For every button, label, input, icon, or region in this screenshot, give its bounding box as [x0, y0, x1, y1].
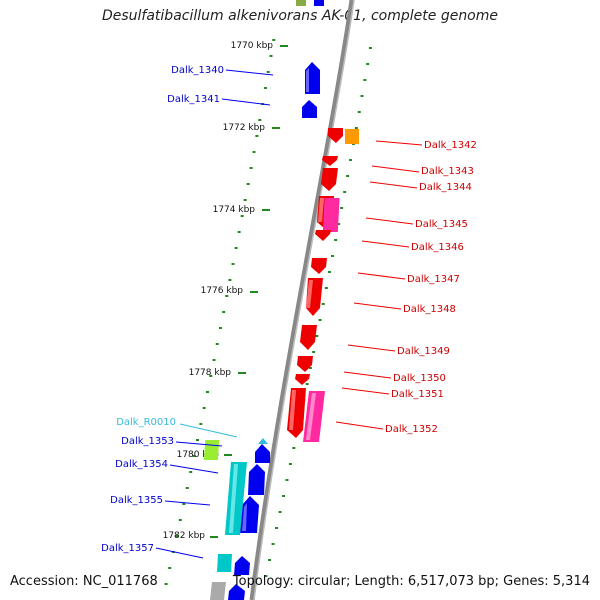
gene-label-dalk-1341[interactable]: Dalk_1341	[167, 94, 220, 105]
gene-dalk-1353[interactable]	[255, 444, 270, 463]
gene-pink-1345[interactable]	[322, 198, 340, 232]
leader-dalk-1344	[369, 181, 418, 189]
accession-text: Accession: NC_011768	[10, 574, 158, 589]
leader-dalk-1352	[335, 421, 384, 430]
gene-label-dalk-1347[interactable]: Dalk_1347	[407, 274, 460, 285]
gene-label-dalk-1348[interactable]: Dalk_1348	[403, 304, 456, 315]
gene-dalk-1357[interactable]	[234, 556, 250, 575]
gene-dalk-1355-shade	[242, 503, 247, 531]
backbone-highlight	[253, 0, 355, 600]
gene-dalk-1354[interactable]	[248, 464, 265, 495]
kbp-tick-labels: 1770 kbp 1772 kbp 1774 kbp 1776 kbp 1778…	[163, 41, 274, 541]
gene-teal-short[interactable]	[217, 554, 232, 572]
gene-label-dalk-r0010[interactable]: Dalk_R0010	[116, 417, 176, 428]
forward-strand-genes	[203, 0, 324, 600]
gene-cutoff-blue-bottom[interactable]	[228, 584, 245, 600]
leader-dalk-1347	[357, 272, 406, 280]
gene-label-dalk-1349[interactable]: Dalk_1349	[397, 346, 450, 357]
gene-label-dalk-1357[interactable]: Dalk_1357	[101, 543, 154, 554]
leader-dalk-1348	[353, 302, 402, 310]
gene-dalk-1342[interactable]	[328, 128, 343, 143]
gene-dalk-1341[interactable]	[302, 100, 317, 118]
gene-label-dalk-1340[interactable]: Dalk_1340	[171, 65, 224, 76]
leader-lines	[155, 69, 423, 559]
backbone-line	[249, 0, 355, 600]
right-gene-labels: Dalk_1342 Dalk_1343 Dalk_1344 Dalk_1345 …	[385, 140, 477, 435]
gene-dalk-1350[interactable]	[297, 356, 313, 372]
gene-dalk-1347[interactable]	[311, 258, 327, 274]
gene-label-dalk-1345[interactable]: Dalk_1345	[415, 219, 468, 230]
leader-dalk-r0010	[179, 423, 238, 438]
leader-dalk-1345	[365, 217, 414, 225]
gene-dalk-1348-shade	[306, 280, 313, 308]
gene-label-dalk-1355[interactable]: Dalk_1355	[110, 495, 163, 506]
leader-dalk-1343	[371, 165, 420, 173]
gene-label-dalk-1350[interactable]: Dalk_1350	[393, 373, 446, 384]
leader-dalk-1350	[343, 371, 392, 379]
leader-dalk-1346	[361, 240, 410, 248]
tick-label-1774: 1774 kbp	[213, 205, 256, 215]
tick-label-1778: 1778 kbp	[189, 368, 232, 378]
gene-pink-1352-shade	[306, 393, 316, 440]
gene-label-dalk-1344[interactable]: Dalk_1344	[419, 182, 472, 193]
leader-dalk-1354	[169, 464, 219, 474]
leader-dalk-1353	[175, 441, 223, 447]
gene-dalk-1340-shade	[306, 68, 309, 92]
gene-grey-bottom[interactable]	[210, 582, 226, 600]
gene-teal-long-shade	[229, 464, 238, 533]
leader-dalk-1342	[375, 140, 423, 146]
gene-dalk-1345-shade	[318, 198, 324, 222]
leader-dalk-1341	[221, 98, 271, 106]
topology-text: Topology: circular; Length: 6,517,073 bp…	[232, 574, 590, 589]
gene-dalk-r0010[interactable]	[203, 440, 220, 460]
tick-label-1772: 1772 kbp	[223, 123, 266, 133]
leader-dalk-1351	[341, 387, 390, 395]
genome-title: Desulfatibacillum alkenivorans AK-01, co…	[101, 8, 499, 24]
gene-cutoff-blue[interactable]	[314, 0, 324, 6]
gene-label-dalk-1342[interactable]: Dalk_1342	[424, 140, 477, 151]
gene-dalk-1346[interactable]	[315, 230, 331, 241]
gene-dalk-1352-shade	[289, 390, 296, 430]
leader-dalk-1355	[164, 500, 211, 506]
gene-label-dalk-1354[interactable]: Dalk_1354	[115, 459, 168, 470]
leader-dalk-1340	[225, 69, 274, 76]
gene-dalk-1352[interactable]	[287, 388, 306, 438]
tick-label-1770: 1770 kbp	[231, 41, 274, 51]
tick-label-1780: 1780 kbp	[177, 450, 220, 460]
gene-label-dalk-1353[interactable]: Dalk_1353	[121, 436, 174, 447]
gene-label-dalk-1351[interactable]: Dalk_1351	[391, 389, 444, 400]
gene-rna-small[interactable]	[258, 438, 268, 444]
left-gene-labels: Dalk_1340 Dalk_1341 Dalk_R0010 Dalk_1353…	[101, 65, 224, 554]
gene-label-dalk-1352[interactable]: Dalk_1352	[385, 424, 438, 435]
gene-cutoff-lime[interactable]	[296, 0, 306, 6]
tick-label-1782: 1782 kbp	[163, 531, 206, 541]
gene-dalk-1343[interactable]	[322, 156, 338, 166]
gene-label-dalk-1346[interactable]: Dalk_1346	[411, 242, 464, 253]
leader-dalk-1357	[155, 547, 204, 559]
reverse-strand-genes	[287, 128, 359, 442]
gene-dalk-1344[interactable]	[321, 168, 338, 191]
gene-label-dalk-1343[interactable]: Dalk_1343	[421, 166, 474, 177]
tick-label-1776: 1776 kbp	[201, 286, 244, 296]
gene-orange[interactable]	[345, 129, 359, 144]
gene-dalk-1351[interactable]	[295, 374, 310, 385]
backbone	[249, 0, 355, 600]
gene-dalk-1349[interactable]	[300, 325, 317, 350]
leader-dalk-1349	[347, 344, 396, 352]
kbp-tick-marks	[210, 45, 288, 538]
